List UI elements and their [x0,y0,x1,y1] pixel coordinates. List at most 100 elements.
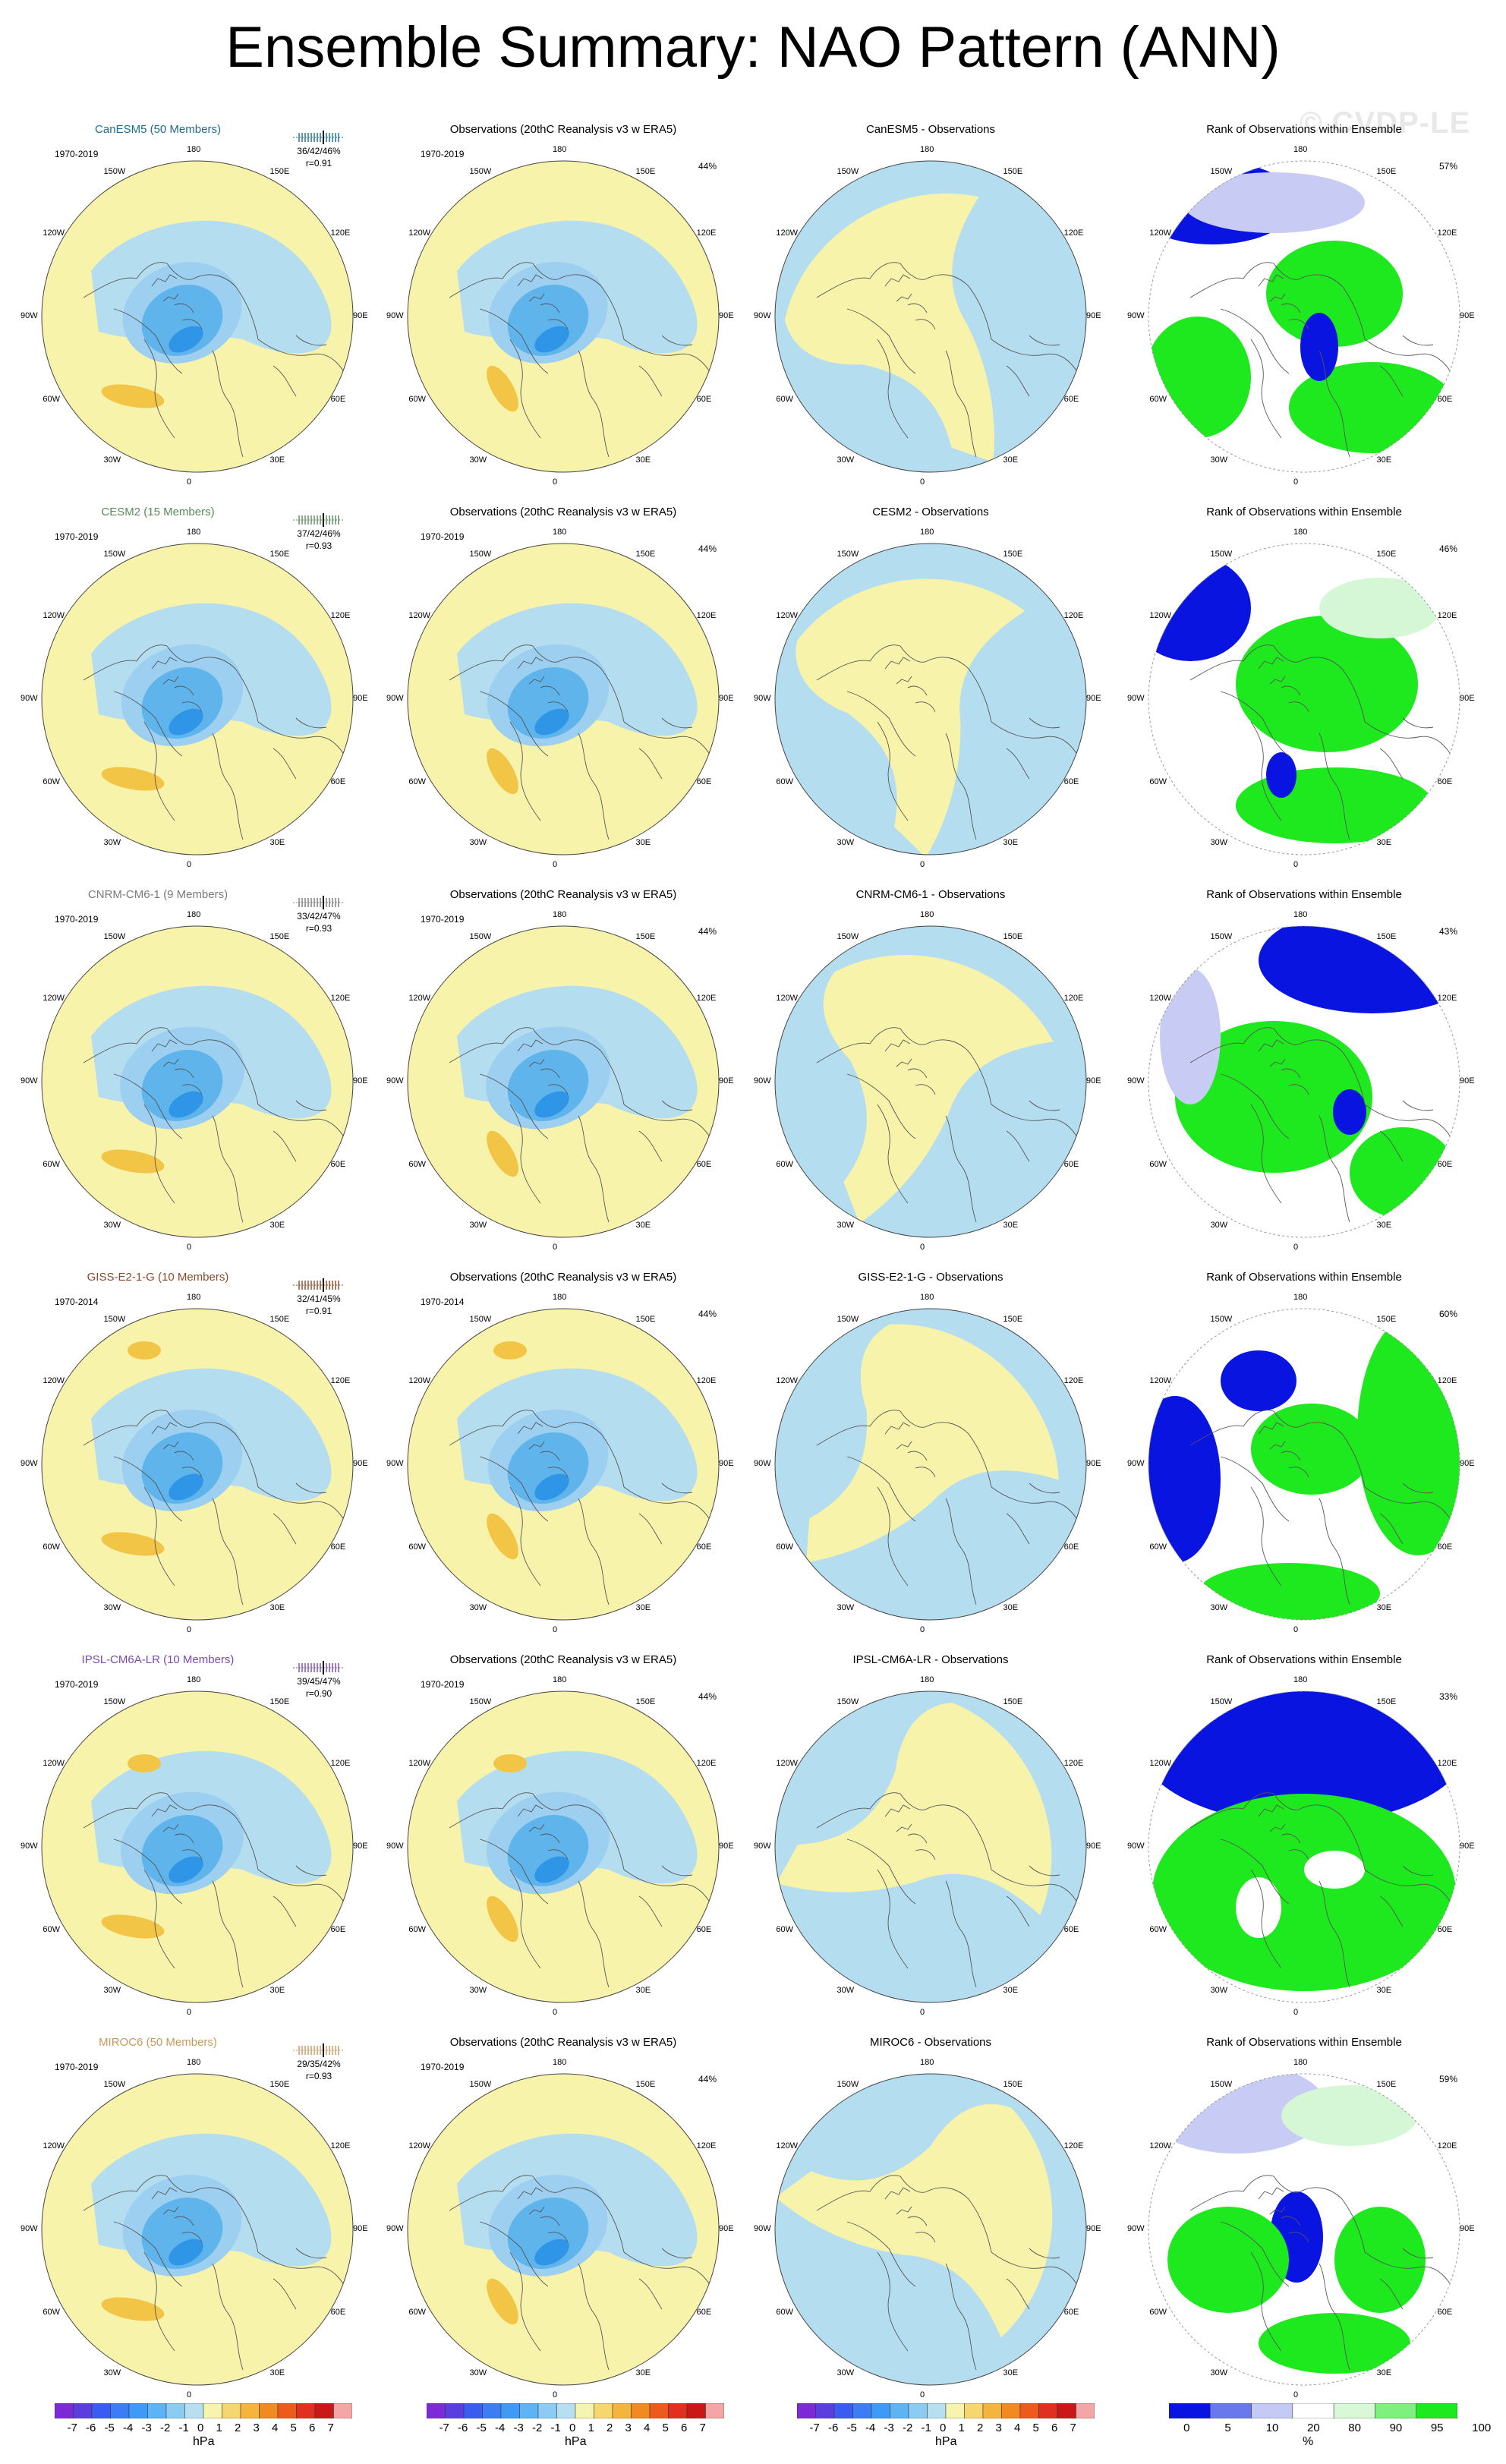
colorbar-segment [296,2403,316,2418]
longitude-label: 60E [696,2307,712,2317]
colorbar-segment [649,2403,669,2418]
colorbar-tick-label: -1 [921,2421,931,2434]
longitude-label: 150W [1210,2080,1233,2090]
colorbar-segment [1057,2403,1076,2418]
watermark: © CVDP-LE [1300,106,1471,140]
longitude-label: 30W [836,2368,855,2377]
colorbar-tick-label: -5 [104,2421,115,2434]
longitude-label: 60W [408,2307,426,2317]
rank-region [1183,172,1365,233]
longitude-label: 150E [1003,167,1023,177]
rank-region [1236,1877,1281,1938]
colorbar-segment [427,2403,446,2418]
colorbar-segment [482,2403,502,2418]
colorbar-segment [890,2403,909,2418]
longitude-label: 90E [1086,2224,1101,2233]
polar-map [774,1690,1087,2003]
longitude-label: 180 [553,1293,567,1302]
colorbar-tick-label: 1 [216,2421,222,2434]
map-boundary [1148,1690,1460,2003]
rank-percent: 33% [1439,1691,1458,1702]
rank-percent: 59% [1439,2074,1458,2084]
longitude-label: 90W [386,1459,404,1468]
colorbar-segment [203,2403,222,2418]
colorbar-tick-label: 3 [625,2421,632,2434]
longitude-label: 60W [1149,777,1167,786]
period-label: 1970-2019 [421,149,465,159]
longitude-label: 30W [1210,1985,1228,1995]
longitude-label: 0 [920,2008,925,2017]
longitude-label: 60W [1149,1159,1167,1169]
longitude-label: 60W [408,1159,426,1169]
longitude-label: 60E [1437,1924,1453,1934]
longitude-label: 150E [1376,2080,1397,2090]
longitude-label: 60E [1063,1159,1079,1169]
colorbar-segment [908,2403,928,2418]
longitude-label: 0 [187,2008,192,2017]
panel-title: Observations (20thC Reanalysis v3 w ERA5… [449,1271,677,1284]
high-pressure-center [487,1513,518,1560]
colorbar-tick-label: -1 [178,2421,189,2434]
longitude-label: 120E [1437,2141,1457,2150]
longitude-label: 30W [836,1985,855,1995]
map-boundary [774,1690,1087,2003]
map-panel-diff: 180 150E 120E 90E 60E 30E 0 30W 60W 90W 120W 150W CN… [754,888,1101,1252]
longitude-label: 90E [719,1459,734,1468]
colorbar-tick-label: 4 [644,2421,651,2434]
longitude-label: 30W [1210,837,1228,847]
map-panel-rank: 180 150E 120E 90E 60E 30E 0 30W 60W 90W 120W 150W Ra… [1127,123,1475,487]
longitude-label: 120E [1437,1375,1457,1385]
longitude-label: 90W [1127,1076,1145,1085]
rank-region [1350,1127,1456,1218]
longitude-label: 90E [353,1459,368,1468]
panel-title: CNRM-CM6-1 - Observations [855,888,1006,901]
colorbar-segment [333,2403,352,2418]
longitude-label: 0 [187,477,192,487]
longitude-label: 30E [1376,2368,1392,2377]
longitude-label: 120W [776,610,799,620]
map-panel-rank: 180 150E 120E 90E 60E 30E 0 30W 60W 90W 120W 150W Ra… [1127,1271,1475,1635]
longitude-label: 90E [1086,694,1101,703]
colorbar-tick-label: 1 [958,2421,965,2434]
longitude-label: 0 [1293,1243,1299,1252]
longitude-label: 60W [408,394,426,404]
longitude-label: 30E [635,455,651,465]
pattern-correlation: r=0.93 [305,540,332,551]
variance-fraction: 32/41/45% [297,1293,341,1304]
low-pressure-center [534,708,569,736]
longitude-label: 30W [469,837,487,847]
member-spread-glyph [293,1661,345,1675]
longitude-label: 30W [103,1985,121,1995]
colorbar-segment [259,2403,279,2418]
longitude-label: 120W [43,2141,65,2150]
polar-map [41,1308,354,1621]
longitude-label: 90W [754,1842,771,1851]
longitude-label: 60E [1063,1924,1079,1934]
longitude-label: 120E [330,1375,351,1385]
low-pressure-center [169,1856,203,1883]
colorbar-segment [964,2403,984,2418]
longitude-label: 180 [187,528,201,537]
colorbar-segment [128,2403,148,2418]
coastline [816,2175,1083,2371]
map-boundary [407,543,720,855]
rank-region [1160,968,1221,1104]
coastline [1189,1027,1457,1223]
longitude-label: 150E [635,932,656,942]
map-boundary [407,1308,720,1621]
map-boundary [774,2073,1087,2386]
low-pressure-center [534,1091,569,1118]
longitude-label: 30E [269,1985,285,1995]
explained-variance: 44% [698,1309,717,1319]
longitude-label: 120W [1149,993,1172,1003]
longitude-label: 30E [269,837,285,847]
longitude-label: 30E [1003,455,1019,465]
longitude-label: 150E [1376,932,1397,942]
longitude-label: 0 [553,477,558,487]
longitude-label: 120W [1149,610,1172,620]
colorbar-segment [222,2403,241,2418]
panel-title: GISS-E2-1-G (10 Members) [87,1271,229,1284]
longitude-label: 0 [1293,1625,1299,1634]
longitude-label: 60W [1149,2307,1167,2317]
period-label: 1970-2019 [421,1679,465,1690]
